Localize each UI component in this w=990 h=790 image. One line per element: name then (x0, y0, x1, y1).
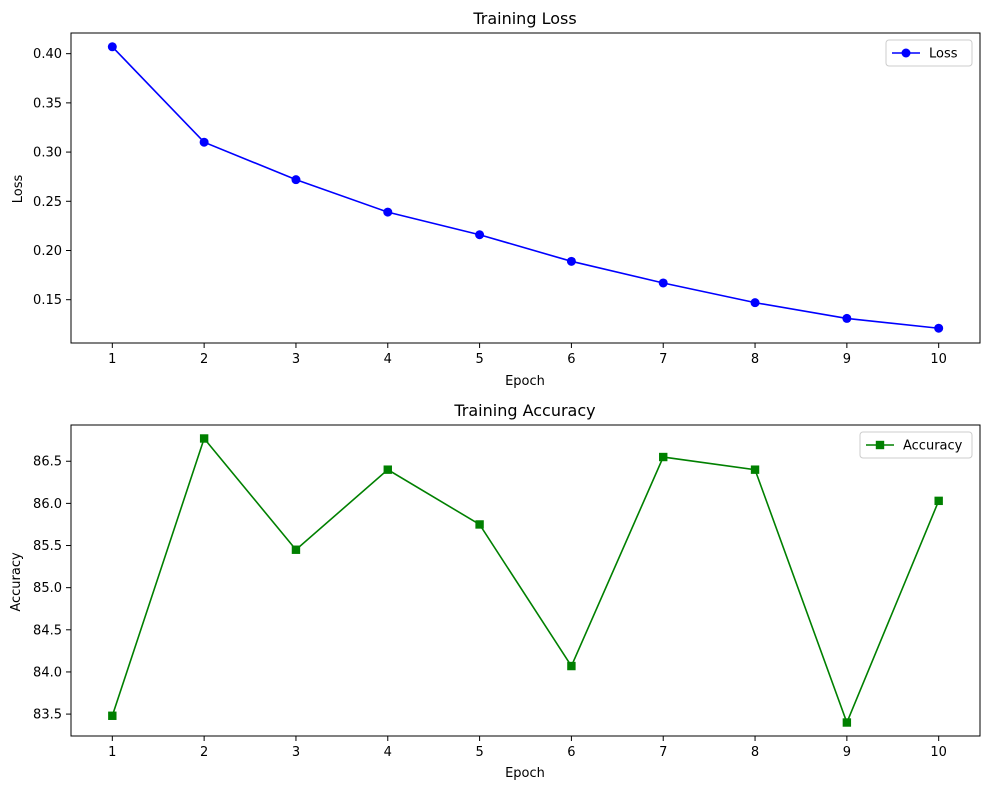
accuracy-legend-marker (875, 440, 885, 450)
loss-plot-frame (70, 32, 981, 344)
accuracy-x-tick-label: 10 (930, 745, 947, 760)
accuracy-x-axis-label: Epoch (505, 766, 545, 781)
accuracy-y-tick-label: 85.5 (33, 539, 62, 554)
loss-data-point (383, 207, 393, 217)
loss-x-tick-label: 9 (843, 352, 851, 367)
loss-y-tick-label: 0.25 (33, 195, 62, 210)
accuracy-data-point (291, 545, 301, 554)
accuracy-y-tick-label: 84.0 (33, 665, 62, 680)
loss-data-point (658, 278, 668, 288)
loss-x-tick-label: 10 (930, 352, 947, 367)
accuracy-x-tick-label: 8 (751, 745, 759, 760)
loss-data-point (934, 323, 944, 333)
accuracy-data-point (567, 661, 576, 671)
accuracy-y-tick-label: 84.5 (33, 623, 62, 638)
loss-x-tick-label: 4 (384, 352, 392, 367)
accuracy-data-point (750, 465, 760, 474)
accuracy-y-tick-label: 86.5 (33, 455, 62, 470)
loss-data-point (475, 230, 485, 240)
accuracy-data-point (934, 496, 943, 506)
loss-legend-label: Loss (929, 47, 958, 62)
accuracy-y-tick-label: 83.5 (33, 708, 62, 723)
loss-y-tick-label: 0.20 (33, 244, 62, 259)
loss-series-line (111, 46, 939, 330)
accuracy-data-point (842, 718, 852, 727)
accuracy-y-tick-label: 85.0 (33, 581, 62, 596)
loss-y-tick-label: 0.35 (33, 96, 62, 111)
accuracy-y-axis-label: Accuracy (9, 552, 24, 612)
accuracy-x-tick-label: 4 (384, 745, 392, 760)
accuracy-chart-panel: Training Accuracy Epoch Accuracy 1 2 3 4 5 6 7… (9, 401, 981, 781)
loss-y-axis-label: Loss (11, 175, 26, 204)
loss-data-point (199, 137, 209, 147)
loss-y-tick-label: 0.30 (33, 146, 62, 161)
loss-data-point (107, 42, 117, 52)
loss-x-tick-label: 8 (751, 352, 759, 367)
accuracy-data-point (659, 452, 668, 462)
accuracy-data-point (108, 711, 117, 720)
loss-chart-panel: Training Loss Epoch Loss 1 2 3 4 5 6 7 8 9 10 0.15… (11, 9, 981, 389)
loss-data-point (566, 256, 576, 266)
loss-x-tick-label: 2 (200, 352, 208, 367)
accuracy-legend (859, 431, 973, 459)
loss-data-point (842, 313, 852, 323)
accuracy-x-tick-label: 6 (567, 745, 575, 760)
accuracy-data-point (475, 520, 484, 529)
accuracy-x-tick-label: 5 (475, 745, 483, 760)
loss-x-tick-label: 3 (292, 352, 300, 367)
loss-x-tick-label: 6 (567, 352, 575, 367)
loss-chart-title: Training Loss (472, 9, 576, 28)
loss-legend (885, 39, 973, 67)
accuracy-data-point (383, 465, 392, 474)
loss-x-tick-label: 1 (108, 352, 116, 367)
accuracy-x-tick-label: 2 (200, 745, 208, 760)
loss-x-tick-label: 5 (475, 352, 483, 367)
accuracy-x-tick-label: 1 (108, 745, 116, 760)
accuracy-x-tick-label: 7 (659, 745, 667, 760)
accuracy-chart-title: Training Accuracy (453, 401, 595, 420)
loss-x-tick-label: 7 (659, 352, 667, 367)
loss-legend-marker (901, 48, 911, 58)
accuracy-legend-label: Accuracy (903, 439, 963, 454)
accuracy-data-point (199, 434, 209, 443)
accuracy-x-tick-label: 9 (843, 745, 851, 760)
loss-data-point (750, 298, 760, 308)
accuracy-series-line (111, 436, 940, 725)
loss-data-point (291, 175, 301, 185)
accuracy-x-tick-label: 3 (292, 745, 300, 760)
loss-y-tick-label: 0.15 (33, 293, 62, 308)
loss-y-tick-label: 0.40 (33, 47, 62, 62)
accuracy-plot-frame (70, 424, 981, 737)
loss-x-axis-label: Epoch (505, 374, 545, 389)
accuracy-y-tick-label: 86.0 (33, 497, 62, 512)
